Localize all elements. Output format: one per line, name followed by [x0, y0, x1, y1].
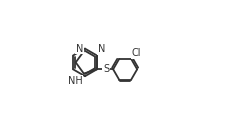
Text: NH: NH [68, 76, 83, 86]
Text: N: N [98, 44, 106, 54]
Text: N: N [76, 44, 83, 54]
Text: S: S [103, 64, 109, 74]
Text: Cl: Cl [132, 48, 141, 58]
